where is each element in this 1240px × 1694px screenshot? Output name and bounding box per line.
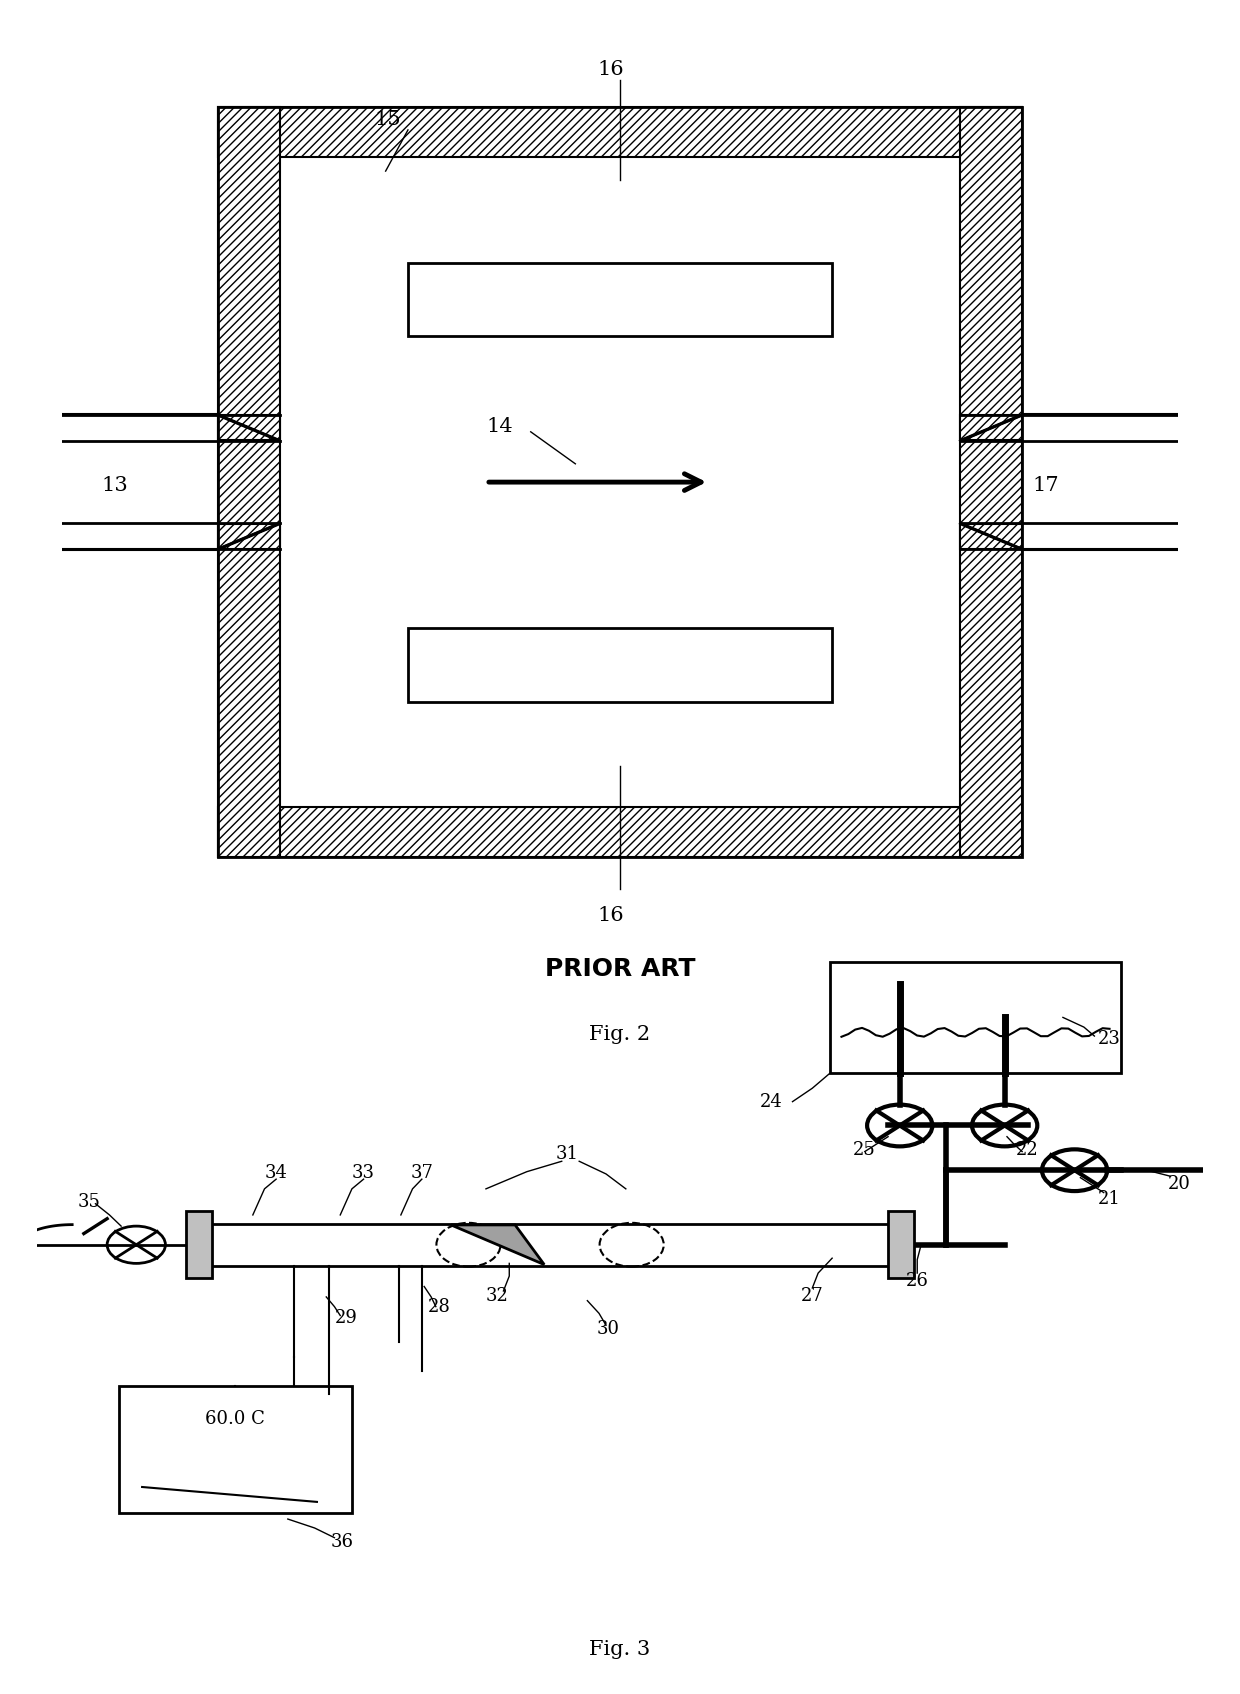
Bar xyxy=(218,107,1022,857)
Text: 23: 23 xyxy=(1097,1030,1121,1047)
Text: 16: 16 xyxy=(598,906,624,925)
Polygon shape xyxy=(218,107,280,857)
Text: 33: 33 xyxy=(352,1164,374,1182)
Text: 24: 24 xyxy=(760,1093,782,1111)
Polygon shape xyxy=(218,415,280,440)
Text: 60.0 C: 60.0 C xyxy=(206,1411,265,1428)
Text: 29: 29 xyxy=(335,1309,357,1326)
Text: Fig. 3: Fig. 3 xyxy=(589,1640,651,1658)
Bar xyxy=(830,962,1121,1074)
Polygon shape xyxy=(218,806,1022,857)
Text: 26: 26 xyxy=(905,1272,929,1289)
Bar xyxy=(888,1211,914,1279)
Bar xyxy=(119,1386,352,1513)
Text: 27: 27 xyxy=(801,1287,823,1304)
Text: Fig. 2: Fig. 2 xyxy=(589,1025,651,1044)
Polygon shape xyxy=(451,1225,544,1265)
Text: 32: 32 xyxy=(486,1287,508,1304)
Text: 21: 21 xyxy=(1097,1189,1121,1208)
Text: 16: 16 xyxy=(598,59,624,80)
Text: 17: 17 xyxy=(1033,476,1059,495)
Text: 35: 35 xyxy=(78,1194,100,1211)
Polygon shape xyxy=(960,523,1022,551)
Bar xyxy=(408,263,832,335)
Text: PRIOR ART: PRIOR ART xyxy=(544,957,696,981)
Text: 13: 13 xyxy=(102,476,128,495)
Text: 37: 37 xyxy=(410,1164,433,1182)
Bar xyxy=(186,1211,212,1279)
Polygon shape xyxy=(960,107,1022,857)
Polygon shape xyxy=(960,523,1022,549)
Polygon shape xyxy=(960,415,1022,440)
Text: 34: 34 xyxy=(264,1164,288,1182)
Polygon shape xyxy=(218,523,280,551)
Text: 15: 15 xyxy=(374,110,401,129)
Polygon shape xyxy=(218,107,1022,158)
Polygon shape xyxy=(960,415,1022,440)
Polygon shape xyxy=(218,523,280,549)
Text: 25: 25 xyxy=(853,1142,875,1159)
Text: 30: 30 xyxy=(596,1320,620,1338)
Text: 14: 14 xyxy=(486,417,512,435)
Bar xyxy=(408,628,832,701)
Text: 36: 36 xyxy=(331,1533,353,1550)
Text: 20: 20 xyxy=(1168,1176,1190,1193)
Text: 31: 31 xyxy=(556,1145,579,1164)
Text: 28: 28 xyxy=(428,1298,450,1316)
Polygon shape xyxy=(218,415,280,440)
Text: 22: 22 xyxy=(1017,1142,1039,1159)
Bar xyxy=(280,158,960,806)
